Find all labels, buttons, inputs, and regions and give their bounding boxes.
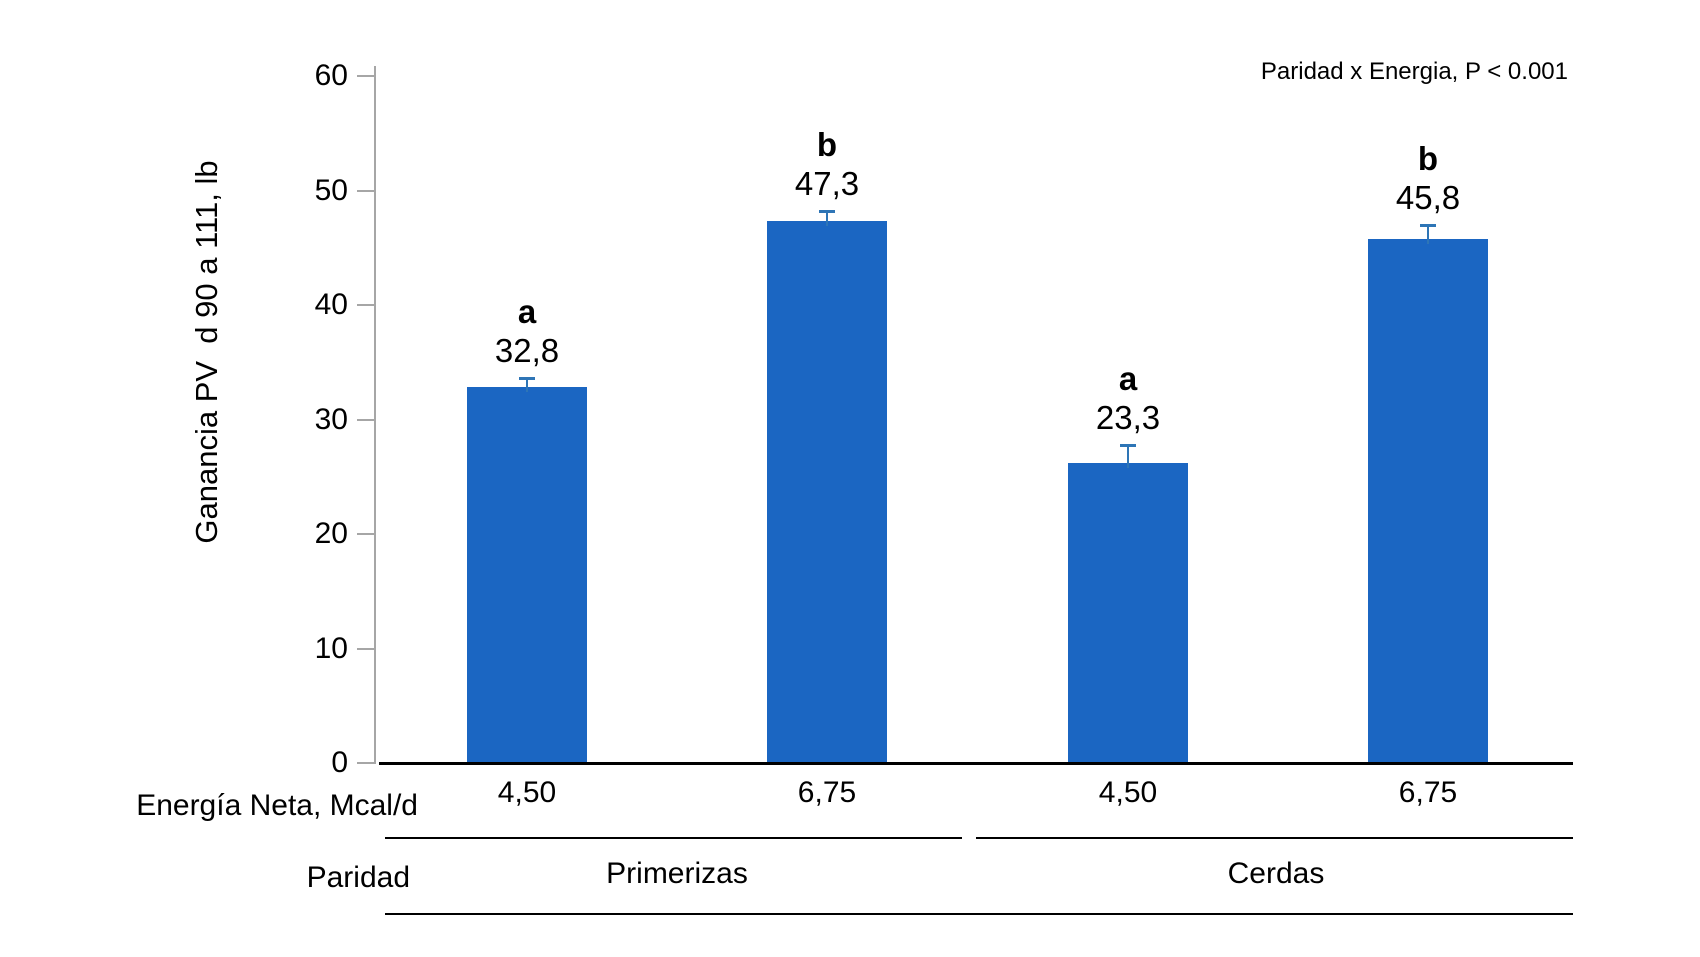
energy-axis-label: Energía Neta, Mcal/d bbox=[136, 789, 418, 822]
x-axis-line bbox=[379, 762, 1573, 765]
group-label-primerizas: Primerizas bbox=[606, 857, 748, 890]
y-tick-label: 20 bbox=[314, 517, 348, 550]
bar-label-stack: a 32,8 bbox=[427, 293, 627, 371]
y-tick-label: 0 bbox=[331, 746, 348, 779]
y-tick-mark bbox=[357, 304, 375, 306]
error-bar-cap bbox=[1120, 444, 1136, 447]
bar-primerizas-6-75 bbox=[767, 221, 887, 763]
y-tick-label: 60 bbox=[314, 59, 348, 92]
y-tick-mark bbox=[357, 75, 375, 77]
bar-value-label: 47,3 bbox=[794, 165, 860, 202]
bar-label-stack: a 23,3 bbox=[1028, 360, 1228, 438]
error-bar-stem bbox=[526, 380, 528, 392]
y-tick-mark bbox=[357, 648, 375, 650]
significance-letter: a bbox=[1118, 360, 1138, 397]
bar-value-label: 45,8 bbox=[1395, 179, 1461, 216]
significance-letter: a bbox=[517, 293, 537, 330]
x-tick-energy: 6,75 bbox=[797, 776, 857, 809]
bar-value-label: 32,8 bbox=[494, 332, 560, 369]
x-tick-energy: 4,50 bbox=[497, 776, 557, 809]
error-bar-cap bbox=[519, 377, 535, 380]
y-tick-label: 50 bbox=[314, 174, 348, 207]
y-axis-line bbox=[374, 66, 376, 764]
y-axis-title: Ganancia PV d 90 a 111, lb bbox=[189, 160, 224, 544]
x-tick-energy: 6,75 bbox=[1398, 776, 1458, 809]
y-tick-mark bbox=[357, 419, 375, 421]
y-tick-label: 40 bbox=[314, 288, 348, 321]
bar-cerdas-6-75 bbox=[1368, 239, 1488, 763]
paridad-axis-label: Paridad bbox=[306, 861, 410, 894]
x-tick-energy: 4,50 bbox=[1098, 776, 1158, 809]
group-underline-cerdas bbox=[976, 837, 1573, 839]
bar-cerdas-4-50 bbox=[1068, 463, 1188, 763]
error-bar-cap bbox=[1420, 224, 1436, 227]
interaction-annotation: Paridad x Energia, P < 0.001 bbox=[1260, 58, 1568, 85]
y-tick-mark bbox=[357, 190, 375, 192]
bar-label-stack: b 45,8 bbox=[1328, 140, 1528, 218]
y-tick-label: 10 bbox=[314, 632, 348, 665]
group-label-cerdas: Cerdas bbox=[1227, 857, 1325, 890]
significance-letter: b bbox=[816, 126, 838, 163]
error-bar-stem bbox=[1127, 447, 1129, 468]
y-tick-label: 30 bbox=[314, 403, 348, 436]
error-bar-stem bbox=[1427, 227, 1429, 244]
y-tick-mark bbox=[357, 762, 375, 764]
bar-value-label: 23,3 bbox=[1095, 399, 1161, 436]
bottom-line bbox=[385, 913, 1573, 915]
bar-label-stack: b 47,3 bbox=[727, 126, 927, 204]
error-bar-cap bbox=[819, 210, 835, 213]
group-underline-primerizas bbox=[385, 837, 962, 839]
significance-letter: b bbox=[1417, 140, 1439, 177]
error-bar-stem bbox=[826, 213, 828, 226]
y-tick-mark bbox=[357, 533, 375, 535]
bar-primerizas-4-50 bbox=[467, 387, 587, 763]
